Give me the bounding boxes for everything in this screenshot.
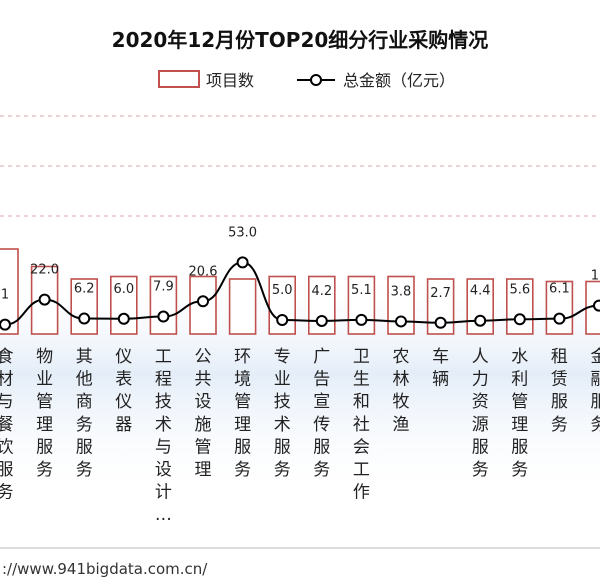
bar <box>505 278 534 335</box>
line-point <box>593 299 600 312</box>
line-point <box>513 313 526 326</box>
bar <box>149 275 178 335</box>
legend-label-projects: 项目数 <box>206 71 254 90</box>
line-point <box>78 312 91 325</box>
legend: 项目数 总金额（亿元） <box>158 70 455 90</box>
amount-line <box>4 261 600 326</box>
line-point <box>117 312 130 325</box>
category-label: 工程技术与设计… <box>155 347 172 525</box>
value-label: 5.0 <box>272 283 293 298</box>
line-point <box>197 295 209 308</box>
line-point <box>315 314 328 327</box>
category-label: 卫生和社会工作 <box>353 347 370 503</box>
bar <box>70 278 98 335</box>
legend-line-marker <box>310 74 322 86</box>
line-point <box>38 293 51 306</box>
legend-bar-swatch <box>158 70 200 88</box>
value-label: 4.4 <box>470 284 491 299</box>
value-label: 7.9 <box>153 280 174 295</box>
value-label: 20.6 <box>189 264 218 279</box>
chart-title: 2020年12月份TOP20细分行业采购情况 <box>112 28 489 52</box>
legend-label-amount: 总金额（亿元） <box>343 71 455 90</box>
value-label: 6.0 <box>113 282 134 297</box>
background-band <box>0 270 600 500</box>
category-label: 公共设施管理 <box>195 347 212 480</box>
category-label: 专业技术服务 <box>274 347 291 480</box>
line-point <box>157 310 170 323</box>
value-label: 2.7 <box>430 286 451 301</box>
line-point <box>395 315 407 328</box>
line-point <box>0 318 11 331</box>
category-label: 租赁服务 <box>551 347 568 435</box>
line-point <box>276 314 289 326</box>
bar <box>0 248 19 335</box>
line-point <box>434 316 447 329</box>
value-label: 22.0 <box>30 263 59 278</box>
category-label: 水利管理服务 <box>511 347 528 480</box>
category-labels: 食材与餐饮服务 物业管理服务 其他商务服务 仪表仪器 工程技术与设计… 公共设施管理 环境管… <box>0 347 600 525</box>
line-series <box>0 256 600 331</box>
category-label: 环境管理服务 <box>234 347 251 480</box>
category-label: 仪表仪器 <box>115 347 132 435</box>
category-label: 农林牧渔 <box>393 347 410 435</box>
value-label: 17 <box>591 269 600 284</box>
category-label: 物业管理服务 <box>36 347 53 480</box>
line-point <box>553 312 566 325</box>
line-point <box>236 256 249 269</box>
footer-url: ://www.941bigdata.com.cn/ <box>2 560 208 578</box>
category-label: 车辆 <box>432 347 449 390</box>
bar <box>545 280 574 335</box>
line-point <box>474 314 487 327</box>
value-label: 6.2 <box>74 282 95 297</box>
category-label: 其他商务服务 <box>76 347 93 480</box>
value-label: 4.2 <box>311 284 332 299</box>
category-label: 食材与餐饮服务 <box>0 347 14 503</box>
category-label: 广告宣传服务 <box>313 347 330 480</box>
value-label: 6.1 <box>549 282 570 297</box>
grid <box>0 115 600 217</box>
category-label: 金融服务 <box>591 347 600 435</box>
value-label: 5.1 <box>351 283 372 298</box>
category-label: 人力资源服务 <box>472 347 489 480</box>
value-labels: 1 22.0 6.2 6.0 7.9 20.6 53.0 5.0 4.2 5.1 3.8 2.7 4.4… <box>1 225 600 302</box>
bar <box>228 278 257 335</box>
value-label: 3.8 <box>391 284 412 299</box>
value-label: 53.0 <box>228 225 257 240</box>
value-label: 5.6 <box>509 282 530 297</box>
line-point <box>355 313 368 326</box>
value-label: 1 <box>1 288 9 303</box>
